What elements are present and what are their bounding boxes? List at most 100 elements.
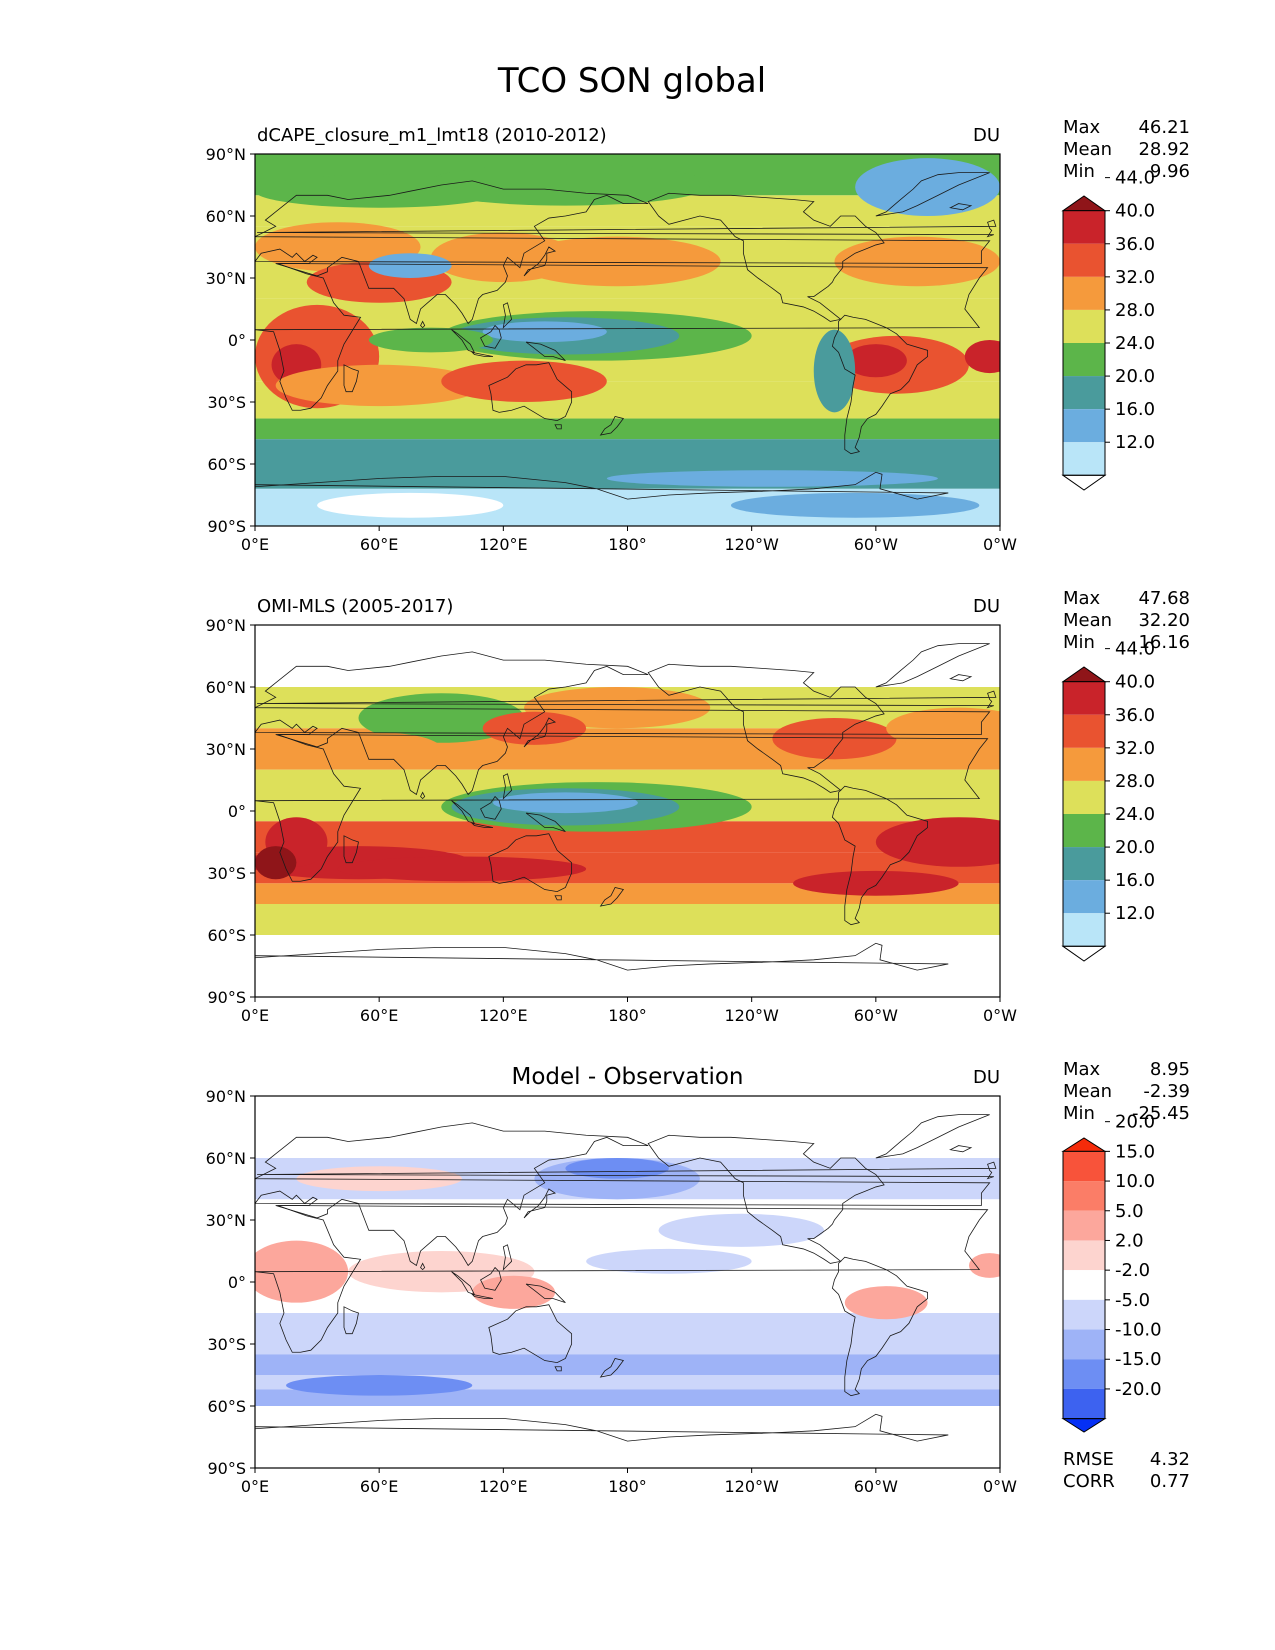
coastline	[471, 351, 494, 357]
colorbar-tick-label: -15.0	[1115, 1349, 1162, 1370]
colorbar-bin	[1063, 780, 1105, 814]
colorbar-bin	[1063, 681, 1105, 715]
stat-value: 9.96	[1150, 161, 1190, 182]
map-field	[255, 1096, 1000, 1468]
coastline	[831, 1256, 928, 1397]
coastline	[420, 320, 426, 329]
coastline	[647, 1134, 885, 1264]
stat-value: 4.32	[1150, 1449, 1190, 1470]
coastline	[480, 1266, 502, 1291]
lon-tick-label: 120°W	[724, 1006, 779, 1025]
coastline	[255, 1413, 949, 1468]
coastline	[599, 416, 625, 436]
lat-tick-label: 60°S	[207, 1397, 246, 1416]
colorbar-bin	[1063, 1299, 1105, 1330]
lon-tick-label: 60°W	[854, 535, 898, 554]
coastline	[523, 246, 557, 277]
stat-value: -2.39	[1143, 1081, 1190, 1102]
map-field	[255, 154, 1000, 526]
coastline	[471, 1293, 494, 1299]
lon-tick-label: 60°W	[854, 1477, 898, 1496]
colorbar: 12.0 16.0 20.0 24.0 28.0 32.0 36.0 40.0 44.0	[1061, 168, 1155, 491]
coastline	[255, 180, 991, 325]
coastline	[949, 203, 973, 211]
stat-label: Min	[1063, 632, 1095, 653]
lat-tick-label: 30°N	[206, 269, 246, 288]
colorbar-bin	[1063, 1388, 1105, 1419]
colorbar-bin	[1063, 1270, 1105, 1300]
colorbar-tick-label: 44.0	[1115, 168, 1155, 189]
lat-tick-label: 60°S	[207, 455, 246, 474]
lon-tick-label: 60°E	[360, 1006, 398, 1025]
stat-value: 16.16	[1138, 632, 1190, 653]
coastline	[420, 791, 426, 800]
lat-tick-label: 90°S	[207, 988, 246, 1007]
colorbar-bin	[1063, 276, 1105, 310]
coastline	[255, 1122, 991, 1267]
colorbar: 12.0 16.0 20.0 24.0 28.0 32.0 36.0 40.0 44.0	[1061, 639, 1155, 962]
map-panel-obs: 90°N 60°N 30°N 0° 30°S 60°S 90°S0°E 60°E 120°E 18…	[206, 588, 1190, 1025]
colorbar-tick-label: 2.0	[1115, 1230, 1144, 1251]
lon-tick-label: 180°	[608, 1477, 647, 1496]
lat-tick-label: 60°N	[206, 207, 246, 226]
lat-tick-label: 30°S	[207, 393, 246, 412]
coastline	[343, 835, 359, 864]
map-field	[255, 625, 1000, 997]
coastline	[502, 302, 513, 329]
colorbar-tick-label: 24.0	[1115, 804, 1155, 825]
coastline	[502, 773, 513, 800]
lat-tick-label: 60°N	[206, 1149, 246, 1168]
colorbar-bin	[1063, 309, 1105, 343]
colorbar-tick-label: 36.0	[1115, 234, 1155, 255]
lon-tick-label: 60°E	[360, 535, 398, 554]
colorbar-bin	[1063, 376, 1105, 410]
panel-title: dCAPE_closure_m1_lmt18 (2010-2012)	[257, 125, 607, 146]
colorbar-bin	[1063, 1181, 1105, 1211]
panel-units: DU	[973, 1067, 1000, 1088]
panel-units: DU	[973, 596, 1000, 617]
coastline	[525, 812, 566, 833]
colorbar-bin	[1063, 343, 1105, 377]
stat-label: Min	[1063, 1103, 1095, 1124]
lon-tick-label: 180°	[608, 535, 647, 554]
coastline	[471, 822, 494, 828]
lon-tick-label: 0°W	[983, 1477, 1017, 1496]
stat-label: Max	[1063, 1059, 1101, 1080]
stat-label: Mean	[1063, 139, 1112, 160]
colorbar-tick-label: -5.0	[1115, 1290, 1150, 1311]
stat-value: 47.68	[1138, 588, 1190, 609]
colorbar-tick-label: 20.0	[1115, 366, 1155, 387]
lon-tick-label: 180°	[608, 1006, 647, 1025]
stat-label: Min	[1063, 161, 1095, 182]
colorbar-tick-label: 36.0	[1115, 705, 1155, 726]
coastline	[420, 1262, 426, 1271]
coastline	[875, 172, 990, 217]
lat-tick-label: 30°S	[207, 864, 246, 883]
colorbar-bin	[1063, 409, 1105, 443]
lon-tick-label: 0°W	[983, 1006, 1017, 1025]
lon-tick-label: 120°E	[479, 1477, 528, 1496]
coastline	[875, 1114, 990, 1159]
stat-value: 0.77	[1150, 1471, 1190, 1492]
colorbar-tick-label: 20.0	[1115, 1112, 1155, 1133]
colorbar-tick-label: -10.0	[1115, 1320, 1162, 1341]
lon-tick-label: 60°E	[360, 1477, 398, 1496]
lon-tick-label: 120°E	[479, 535, 528, 554]
colorbar-tick-label: 40.0	[1115, 672, 1155, 693]
colorbar-tick-label: 28.0	[1115, 771, 1155, 792]
colorbar-tick-label: 16.0	[1115, 870, 1155, 891]
coastline	[599, 887, 625, 907]
stat-value: -25.45	[1132, 1103, 1190, 1124]
coastline	[554, 424, 562, 430]
colorbar-bin	[1063, 880, 1105, 914]
panel-title: Model - Observation	[511, 1064, 743, 1090]
stat-value: 8.95	[1150, 1059, 1190, 1080]
colorbar-bin	[1063, 1359, 1105, 1389]
lat-tick-label: 90°N	[206, 1087, 246, 1106]
coastline	[875, 643, 990, 688]
coastline	[451, 800, 476, 825]
lat-tick-label: 0°	[228, 802, 246, 821]
panel-title: OMI-MLS (2005-2017)	[257, 596, 453, 617]
colorbar-bin	[1063, 1240, 1105, 1271]
